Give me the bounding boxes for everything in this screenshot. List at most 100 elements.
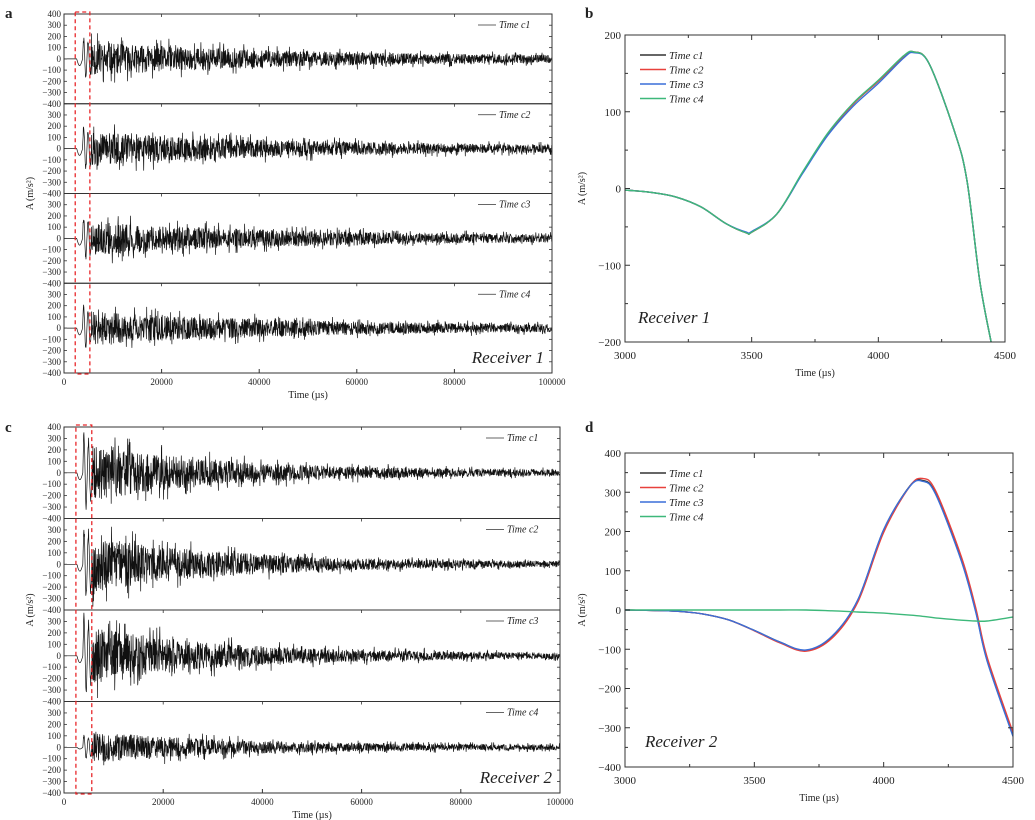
series-line-c3 — [64, 215, 552, 264]
x-tick-label: 0 — [62, 377, 67, 387]
y-tick-label: −300 — [42, 177, 61, 187]
x-tick-label: 3500 — [743, 775, 766, 787]
x-tick-label: 3000 — [614, 350, 637, 362]
x-axis-label: Time (µs) — [799, 793, 839, 804]
y-tick-label: −100 — [42, 155, 61, 165]
legend-label-c3: Time c3 — [499, 200, 530, 211]
y-tick-label: 100 — [48, 731, 62, 741]
x-tick-label: 100000 — [547, 797, 575, 807]
y-tick-label: −400 — [42, 514, 61, 524]
legend-label-c4: Time c4 — [669, 94, 704, 106]
y-tick-label: 0 — [57, 323, 62, 333]
x-axis-label: Time (µs) — [288, 390, 328, 401]
y-tick-label: 0 — [57, 651, 62, 661]
y-tick-label: −400 — [42, 278, 61, 288]
y-tick-label: −100 — [598, 644, 621, 656]
y-tick-label: −100 — [42, 571, 61, 581]
y-tick-label: −400 — [42, 99, 61, 109]
y-tick-label: −200 — [42, 582, 61, 592]
y-tick-label: 100 — [48, 132, 62, 142]
y-tick-label: 100 — [48, 456, 62, 466]
y-tick-label: −200 — [42, 765, 61, 775]
y-tick-label: −200 — [598, 337, 621, 349]
y-tick-label: −300 — [42, 267, 61, 277]
x-axis-label: Time (µs) — [795, 368, 835, 379]
y-tick-label: −400 — [42, 368, 61, 378]
y-tick-label: 300 — [48, 200, 62, 210]
y-tick-label: −100 — [42, 245, 61, 255]
y-tick-label: −200 — [42, 346, 61, 356]
y-tick-label: 200 — [48, 301, 62, 311]
x-tick-label: 20000 — [150, 377, 173, 387]
y-tick-label: 300 — [48, 20, 62, 30]
legend-label-c3: Time c3 — [507, 616, 538, 627]
legend-label-c2: Time c2 — [669, 483, 704, 495]
receiver-annotation: Receiver 1 — [471, 348, 544, 367]
x-tick-label: 100000 — [539, 377, 567, 387]
y-tick-label: 0 — [57, 559, 62, 569]
x-tick-label: 3000 — [614, 775, 637, 787]
y-tick-label: −100 — [42, 662, 61, 672]
y-tick-label: −300 — [42, 88, 61, 98]
y-tick-label: −100 — [42, 65, 61, 75]
series-line-c4 — [64, 304, 552, 348]
legend-label-c2: Time c2 — [507, 525, 538, 536]
x-tick-label: 4000 — [873, 775, 896, 787]
y-tick-label: −300 — [42, 594, 61, 604]
y-tick-label: 100 — [48, 43, 62, 53]
panel-letter-c: c — [5, 420, 12, 436]
legend-label-c4: Time c4 — [669, 512, 704, 524]
y-tick-label: 200 — [48, 31, 62, 41]
series-line-c3 — [64, 612, 560, 699]
y-tick-label: 400 — [48, 422, 62, 432]
y-tick-label: 300 — [48, 525, 62, 535]
y-tick-label: −400 — [42, 697, 61, 707]
y-tick-label: −200 — [42, 491, 61, 501]
y-tick-label: 0 — [57, 468, 62, 478]
y-tick-label: 200 — [48, 719, 62, 729]
y-tick-label: −100 — [42, 334, 61, 344]
receiver-annotation: Receiver 1 — [637, 308, 710, 327]
x-tick-label: 40000 — [248, 377, 271, 387]
legend-label-c2: Time c2 — [669, 65, 704, 77]
series-line-c4 — [64, 731, 560, 766]
y-tick-label: 0 — [57, 54, 62, 64]
y-tick-label: −100 — [42, 479, 61, 489]
y-tick-label: −200 — [42, 76, 61, 86]
series-line-c1 — [64, 33, 552, 83]
y-axis-label: A (m/s²) — [25, 593, 36, 626]
y-tick-label: −300 — [42, 502, 61, 512]
series-line-c2 — [64, 526, 560, 607]
legend-label-c4: Time c4 — [507, 708, 538, 719]
legend-label-c4: Time c4 — [499, 289, 530, 300]
y-tick-label: −300 — [42, 777, 61, 787]
y-tick-label: 0 — [57, 742, 62, 752]
y-tick-label: 200 — [48, 211, 62, 221]
panel-letter-a: a — [5, 6, 13, 22]
x-tick-label: 3500 — [741, 350, 764, 362]
receiver-annotation: Receiver 2 — [479, 768, 553, 787]
y-tick-label: 200 — [48, 536, 62, 546]
highlight-window-box — [75, 424, 93, 795]
x-axis-label: Time (µs) — [292, 810, 332, 820]
y-tick-label: 0 — [616, 184, 622, 196]
y-tick-label: −300 — [42, 685, 61, 695]
y-tick-label: −400 — [42, 788, 61, 798]
x-tick-label: 4000 — [867, 350, 890, 362]
y-tick-label: −400 — [42, 605, 61, 615]
y-axis-label: A (m/s²) — [25, 177, 36, 210]
x-tick-label: 80000 — [450, 797, 473, 807]
x-tick-label: 20000 — [152, 797, 175, 807]
y-tick-label: 100 — [48, 639, 62, 649]
y-tick-label: 300 — [48, 616, 62, 626]
